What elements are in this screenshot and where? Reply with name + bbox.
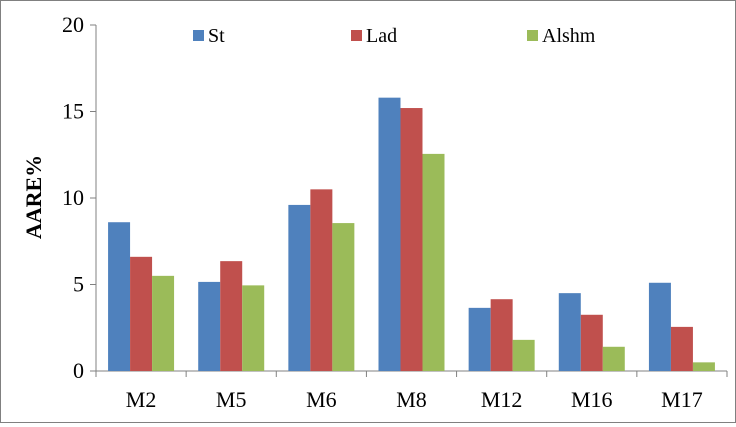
y-tick-label: 20 (62, 12, 84, 37)
bar-alshm-m17 (692, 362, 715, 371)
bar-st-m2 (108, 222, 131, 371)
y-tick-label: 0 (73, 358, 84, 383)
bar-st-m17 (648, 282, 671, 371)
bar-alshm-m12 (512, 339, 535, 371)
x-axis: M2 M5 M6 M8 M12 M16 M17 (95, 370, 728, 412)
x-tick-label: M2 (126, 387, 157, 412)
x-tick-label: M12 (481, 387, 523, 412)
y-tick-label: 10 (62, 185, 84, 210)
legend-label-alshm: Alshm (542, 25, 596, 47)
y-tick-label: 15 (62, 99, 84, 124)
legend: St Lad Alshm (193, 25, 596, 47)
bar-lad-m8 (400, 108, 423, 371)
bar-st-m5 (198, 281, 221, 371)
bar-alshm-m5 (242, 285, 265, 371)
y-axis-title: AARE% (21, 155, 46, 239)
bar-st-m8 (378, 97, 401, 371)
bar-alshm-m16 (602, 346, 625, 371)
bar-lad-m16 (580, 314, 603, 371)
bar-alshm-m6 (332, 223, 355, 371)
bar-lad-m5 (220, 261, 243, 371)
bar-lad-m17 (670, 326, 693, 371)
x-tick-label: M5 (216, 387, 247, 412)
bar-lad-m6 (310, 189, 333, 371)
legend-swatch-st (193, 30, 204, 41)
bar-lad-m12 (490, 299, 513, 371)
x-tick-label: M16 (571, 387, 613, 412)
y-axis: 0 5 10 15 20 (62, 12, 97, 383)
legend-label-lad: Lad (366, 25, 397, 47)
x-tick-label: M6 (306, 387, 337, 412)
x-tick-label: M17 (661, 387, 703, 412)
bar-lad-m2 (130, 256, 153, 371)
y-tick-label: 5 (73, 272, 84, 297)
legend-swatch-lad (351, 30, 362, 41)
bar-st-m12 (468, 307, 491, 371)
legend-swatch-alshm (527, 30, 538, 41)
bar-alshm-m2 (152, 275, 175, 371)
x-tick-label: M8 (396, 387, 427, 412)
legend-label-st: St (208, 25, 225, 47)
bars (108, 97, 715, 371)
bar-st-m6 (288, 204, 311, 371)
bar-alshm-m8 (422, 153, 445, 371)
bar-st-m16 (558, 293, 581, 371)
